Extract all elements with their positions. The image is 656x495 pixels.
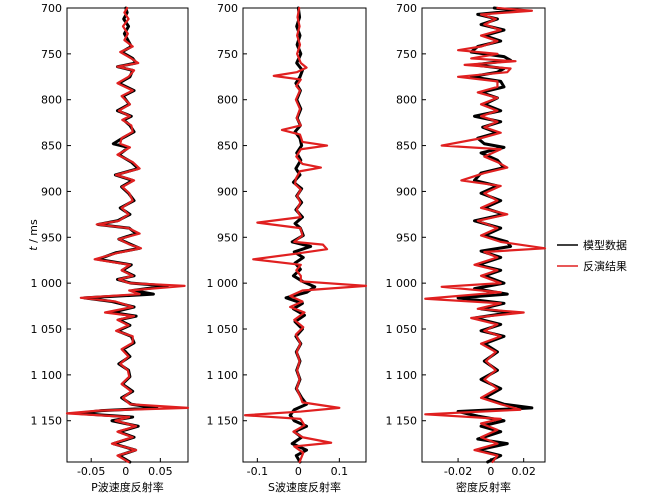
y-tick-label: 750 (41, 48, 62, 61)
series-line-model (75, 6, 169, 464)
x-tick-label: 0.02 (511, 465, 536, 478)
y-tick-label: 700 (396, 2, 417, 15)
y-tick-label: 900 (41, 185, 62, 198)
x-tick-label: -0.02 (444, 465, 472, 478)
y-tick-label: 1 000 (207, 277, 239, 290)
y-tick-label: 850 (396, 140, 417, 153)
series-line-inversion (424, 6, 547, 464)
plot-frame (242, 7, 367, 463)
y-tick-label: 800 (396, 94, 417, 107)
legend-label: 反演结果 (583, 259, 627, 273)
y-tick-label: 900 (396, 185, 417, 198)
x-tick-label: 0 (122, 465, 129, 478)
y-tick-label: 1 100 (31, 369, 63, 382)
x-tick-label: 0 (487, 465, 494, 478)
y-tick-label: 850 (217, 140, 238, 153)
y-tick-label: 1 000 (31, 277, 63, 290)
x-tick-label: 0.05 (148, 465, 173, 478)
y-tick-label: 850 (41, 140, 62, 153)
y-tick-label: 1 150 (31, 415, 63, 428)
legend-label: 模型数据 (583, 238, 627, 252)
y-axis-label-symbol: t (27, 246, 40, 251)
panel-1: 700 750 800 850 900 950 1 000 1 050 1 100 1 150 -0… (31, 2, 190, 494)
y-tick-label: 1 100 (207, 369, 239, 382)
y-tick-label: 950 (41, 231, 62, 244)
y-axis-label: t / ms (27, 219, 40, 251)
x-tick-label: -0.05 (77, 465, 105, 478)
x-axis-label: S波速度反射率 (268, 480, 341, 494)
y-tick-label: 1 100 (386, 369, 418, 382)
x-tick-label: -0.1 (247, 465, 268, 478)
x-axis-label: 密度反射率 (456, 480, 511, 494)
x-tick-label: 0 (295, 465, 302, 478)
panel-2: 700 750 800 850 900 950 1 000 1 050 1 100 1 150 -0… (207, 2, 368, 494)
y-tick-label: 950 (396, 231, 417, 244)
y-tick-label: 1 150 (207, 415, 239, 428)
series-line-inversion (243, 6, 368, 464)
y-tick-label: 900 (217, 185, 238, 198)
x-axis-label: P波速度反射率 (91, 480, 164, 494)
y-tick-label: 750 (396, 48, 417, 61)
y-tick-label: 800 (217, 94, 238, 107)
y-tick-label: 700 (217, 2, 238, 15)
y-tick-label: 1 050 (31, 323, 63, 336)
panel-3: 700 750 800 850 900 950 1 000 1 050 1 100 1 150 -0… (386, 2, 547, 494)
y-tick-label: 1 050 (386, 323, 418, 336)
y-tick-label: 1 150 (386, 415, 418, 428)
series-line-inversion (65, 6, 190, 464)
y-tick-label: 700 (41, 2, 62, 15)
y-axis-label-unit: / ms (27, 219, 40, 246)
y-tick-label: 800 (41, 94, 62, 107)
y-tick-label: 950 (217, 231, 238, 244)
y-tick-label: 1 000 (386, 277, 418, 290)
plot-frame (421, 7, 546, 463)
series-line-model (284, 6, 317, 464)
x-tick-label: 0.1 (331, 465, 349, 478)
y-tick-label: 1 050 (207, 323, 239, 336)
y-tick-label: 750 (217, 48, 238, 61)
